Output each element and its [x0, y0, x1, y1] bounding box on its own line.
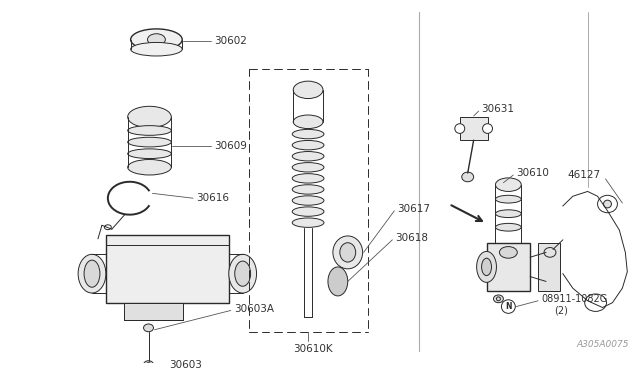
Ellipse shape: [495, 178, 521, 192]
Ellipse shape: [78, 254, 106, 293]
Ellipse shape: [143, 324, 154, 332]
Ellipse shape: [585, 294, 607, 311]
Ellipse shape: [292, 185, 324, 194]
Ellipse shape: [292, 196, 324, 205]
Ellipse shape: [128, 106, 172, 128]
Ellipse shape: [128, 126, 172, 135]
Bar: [106, 235, 228, 303]
Text: 46127: 46127: [568, 170, 601, 180]
Text: 30609: 30609: [214, 141, 247, 151]
Polygon shape: [328, 267, 348, 296]
Bar: [486, 243, 530, 291]
Ellipse shape: [292, 163, 324, 172]
Ellipse shape: [128, 137, 172, 147]
Ellipse shape: [333, 236, 363, 269]
Ellipse shape: [455, 124, 465, 134]
Ellipse shape: [499, 247, 517, 258]
Ellipse shape: [493, 295, 504, 303]
Text: N: N: [505, 302, 511, 311]
Ellipse shape: [501, 300, 515, 313]
Ellipse shape: [461, 172, 474, 182]
Ellipse shape: [495, 210, 521, 218]
Ellipse shape: [293, 115, 323, 129]
Ellipse shape: [228, 254, 257, 293]
Ellipse shape: [143, 361, 154, 369]
Ellipse shape: [84, 260, 100, 287]
Text: 30603A: 30603A: [234, 304, 274, 314]
Text: 30617: 30617: [397, 204, 430, 214]
Ellipse shape: [340, 243, 356, 262]
Ellipse shape: [544, 247, 556, 257]
Ellipse shape: [477, 251, 497, 282]
Text: 30631: 30631: [481, 104, 515, 114]
Ellipse shape: [131, 42, 182, 56]
Text: 08911-1082G: 08911-1082G: [541, 294, 607, 304]
Ellipse shape: [495, 195, 521, 203]
Bar: [538, 243, 560, 291]
Text: 30602: 30602: [214, 36, 247, 46]
Ellipse shape: [147, 34, 165, 45]
Ellipse shape: [292, 151, 324, 161]
Text: 30603: 30603: [170, 360, 202, 370]
Bar: [460, 117, 488, 140]
Bar: [124, 303, 183, 320]
Ellipse shape: [292, 207, 324, 216]
Ellipse shape: [292, 141, 324, 150]
Text: (2): (2): [554, 305, 568, 315]
Ellipse shape: [292, 129, 324, 139]
Ellipse shape: [293, 81, 323, 99]
Ellipse shape: [235, 261, 251, 286]
Ellipse shape: [481, 258, 492, 276]
Ellipse shape: [604, 200, 611, 208]
Text: 30610: 30610: [516, 168, 549, 178]
Ellipse shape: [292, 218, 324, 227]
Ellipse shape: [128, 160, 172, 175]
Text: 30610K: 30610K: [293, 344, 333, 354]
Ellipse shape: [483, 124, 493, 134]
Ellipse shape: [292, 174, 324, 183]
Text: 30616: 30616: [196, 193, 229, 203]
Ellipse shape: [131, 29, 182, 50]
Text: A305A0075: A305A0075: [577, 340, 629, 349]
Ellipse shape: [495, 223, 521, 231]
Text: 30618: 30618: [396, 233, 428, 243]
Ellipse shape: [598, 195, 618, 213]
Ellipse shape: [128, 149, 172, 158]
